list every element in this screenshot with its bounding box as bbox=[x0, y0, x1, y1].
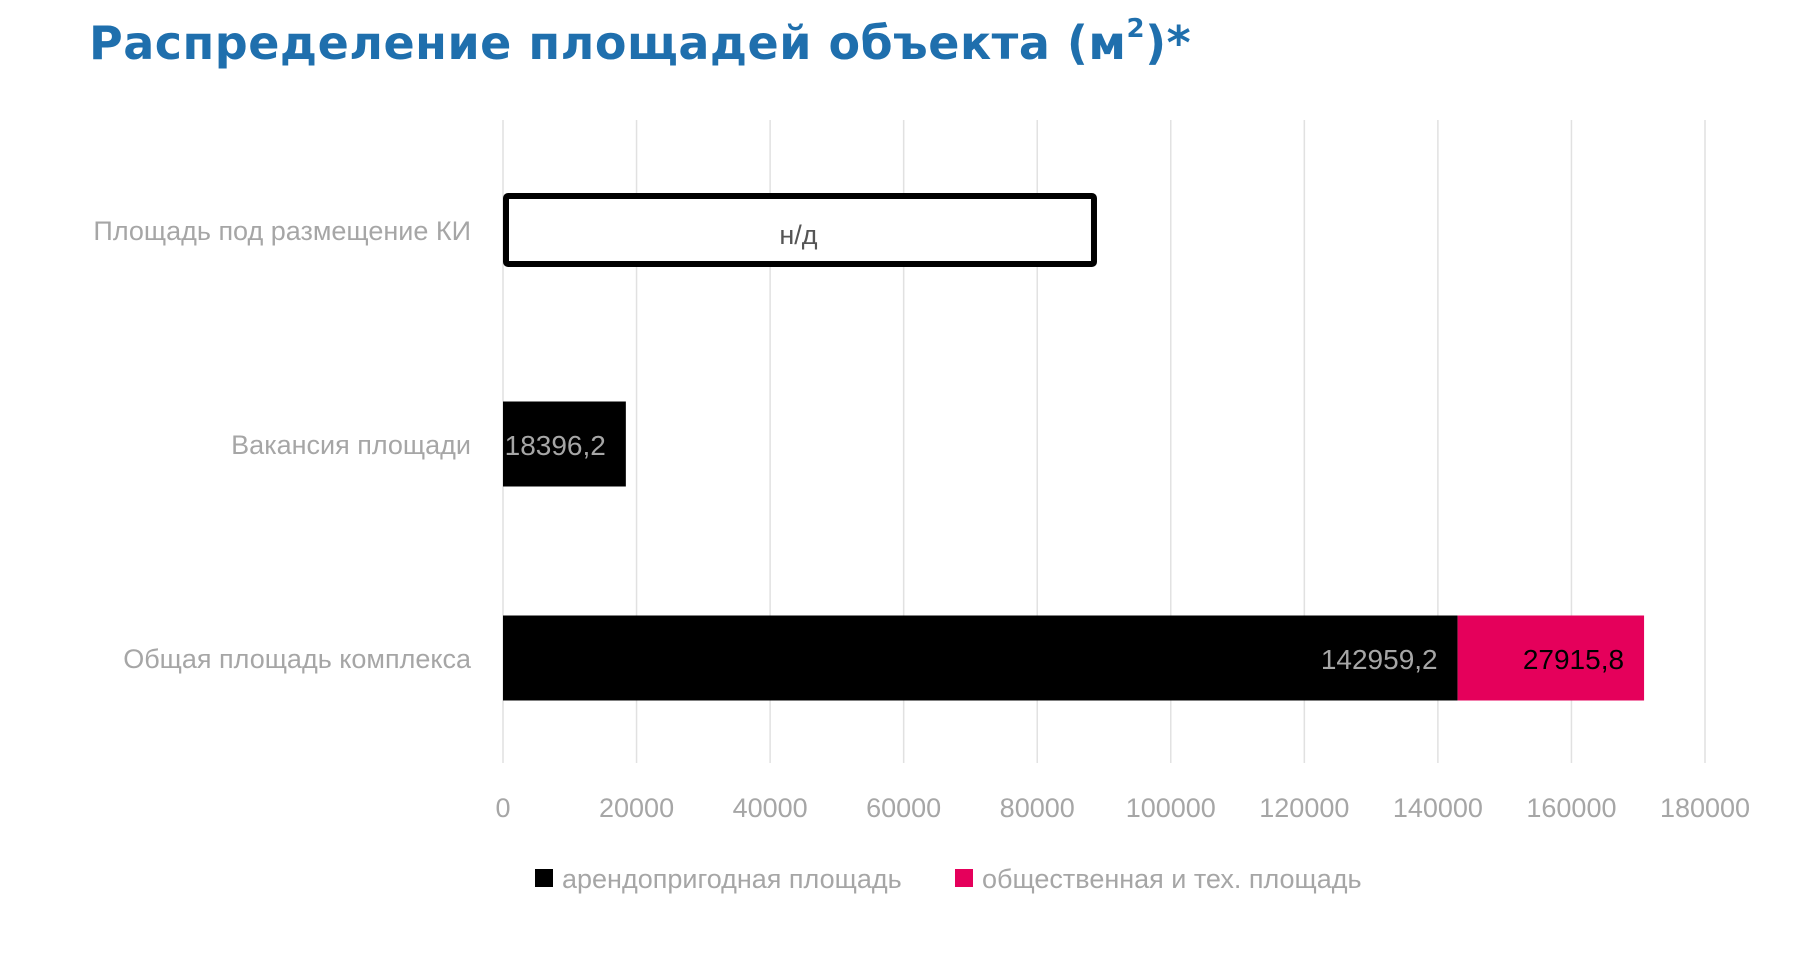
legend-swatch bbox=[955, 869, 973, 887]
category-label: Общая площадь комплекса bbox=[123, 644, 472, 674]
x-tick-label: 80000 bbox=[1000, 793, 1075, 823]
x-tick-label: 0 bbox=[495, 793, 510, 823]
x-tick-label: 140000 bbox=[1393, 793, 1483, 823]
data-label: 27915,8 bbox=[1523, 644, 1624, 675]
bar bbox=[503, 401, 626, 487]
chart-title: Распределение площадей объекта (м2)* bbox=[89, 14, 1192, 70]
x-tick-label: 60000 bbox=[866, 793, 941, 823]
legend-label: общественная и тех. площадь bbox=[982, 864, 1362, 894]
x-tick-label: 180000 bbox=[1660, 793, 1750, 823]
bar bbox=[1457, 615, 1645, 701]
placeholder-bar bbox=[503, 193, 1097, 267]
data-label: 142959,2 bbox=[1321, 644, 1438, 675]
data-label: 18396,2 bbox=[505, 430, 606, 461]
legend-label: арендопригодная площадь bbox=[562, 864, 902, 894]
x-tick-label: 120000 bbox=[1259, 793, 1349, 823]
x-tick-label: 40000 bbox=[733, 793, 808, 823]
x-tick-label: 160000 bbox=[1526, 793, 1616, 823]
placeholder-label: н/д bbox=[779, 220, 817, 250]
x-tick-label: 100000 bbox=[1126, 793, 1216, 823]
bar bbox=[503, 615, 1458, 701]
category-label: Площадь под размещение КИ bbox=[93, 216, 471, 246]
legend-swatch bbox=[535, 869, 553, 887]
x-tick-label: 20000 bbox=[599, 793, 674, 823]
category-label: Вакансия площади bbox=[231, 430, 471, 460]
